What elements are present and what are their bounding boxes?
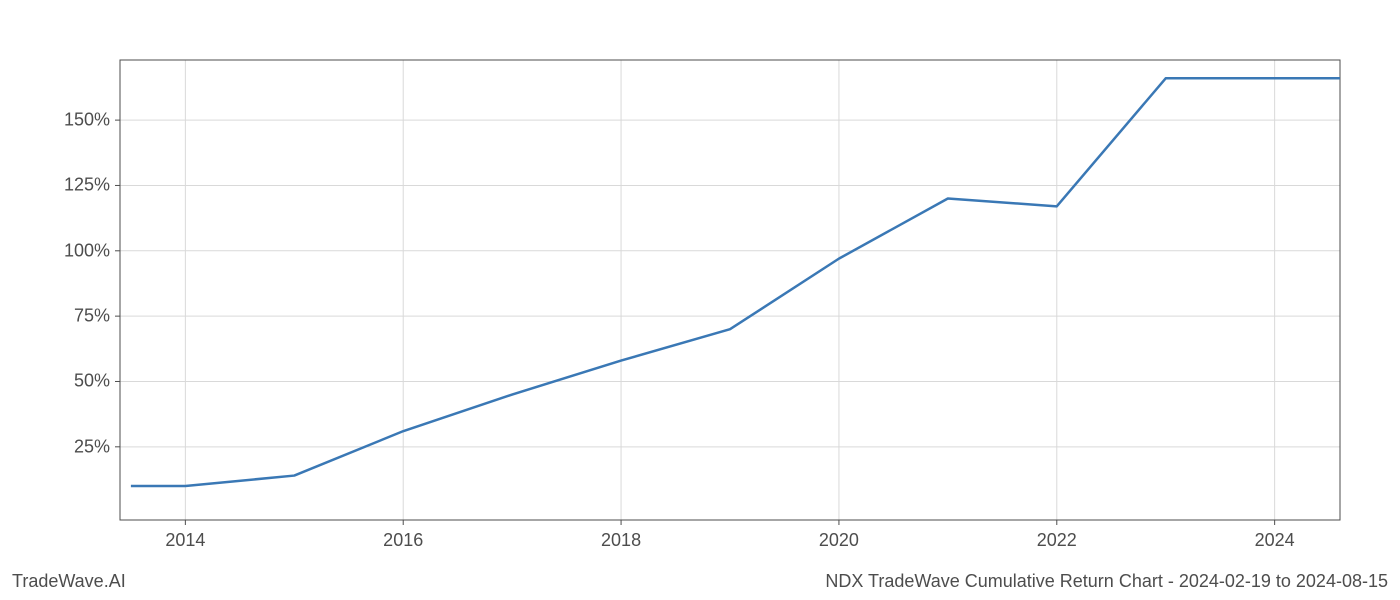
- chart-plot-area: [120, 60, 1340, 520]
- x-tick-label: 2024: [1255, 530, 1295, 551]
- x-tick-label: 2018: [601, 530, 641, 551]
- line-chart-svg: [120, 60, 1340, 520]
- y-tick-label: 50%: [30, 371, 110, 392]
- x-tick-label: 2014: [165, 530, 205, 551]
- footer-chart-title: NDX TradeWave Cumulative Return Chart - …: [825, 571, 1388, 592]
- y-tick-label: 75%: [30, 306, 110, 327]
- x-tick-label: 2022: [1037, 530, 1077, 551]
- y-tick-label: 25%: [30, 436, 110, 457]
- footer-brand-label: TradeWave.AI: [12, 571, 126, 592]
- y-tick-label: 100%: [30, 240, 110, 261]
- x-tick-label: 2020: [819, 530, 859, 551]
- y-tick-label: 150%: [30, 110, 110, 131]
- y-tick-label: 125%: [30, 175, 110, 196]
- x-tick-label: 2016: [383, 530, 423, 551]
